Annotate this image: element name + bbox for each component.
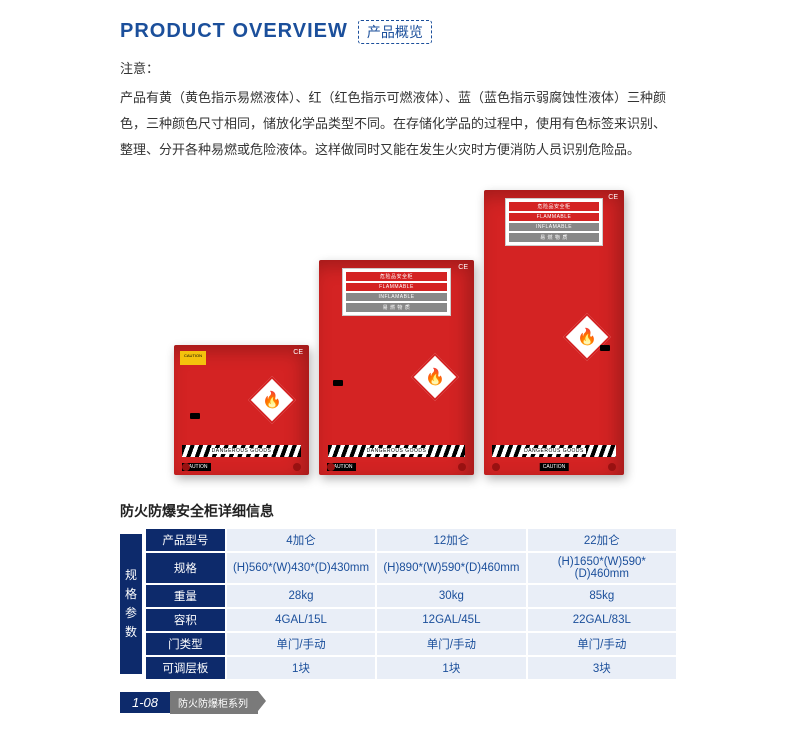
spec-subtitle: 防火防爆安全柜详细信息	[120, 501, 678, 521]
spec-table: 产品型号 4加仑 12加仑 22加仑 规格 (H)560*(W)430*(D)4…	[144, 527, 678, 681]
row-header: 规格	[146, 553, 225, 583]
flammable-diamond-icon: 🔥	[411, 353, 459, 401]
cell: 30kg	[377, 585, 525, 607]
vent-icon	[458, 463, 466, 471]
cell: (H)1650*(W)590*(D)460mm	[528, 553, 676, 583]
table-row: 产品型号 4加仑 12加仑 22加仑	[146, 529, 676, 551]
row-header: 可调层板	[146, 657, 225, 679]
caution-tag-icon: CAUTION	[180, 351, 206, 365]
cabinet-22gal: CE 危险品安全柜 FLAMMABLE INFLAMABLE 易 燃 物 质 🔥…	[484, 190, 624, 475]
cell: 4GAL/15L	[227, 609, 375, 631]
vent-icon	[608, 463, 616, 471]
cell: 12加仑	[377, 529, 525, 551]
flammable-diamond-icon: 🔥	[248, 376, 296, 424]
row-header: 门类型	[146, 633, 225, 655]
cell: (H)890*(W)590*(D)460mm	[377, 553, 525, 583]
notice-label: 注意：	[120, 58, 678, 77]
ce-mark-icon: CE	[293, 349, 303, 356]
dangerous-goods-strip: DANGEROUS GOODS	[328, 445, 464, 457]
cell: 1块	[227, 657, 375, 679]
warning-panel: 危险品安全柜 FLAMMABLE INFLAMABLE 易 燃 物 质	[505, 198, 603, 246]
vent-icon	[327, 463, 335, 471]
cell: 单门/手动	[377, 633, 525, 655]
vent-icon	[492, 463, 500, 471]
flammable-diamond-icon: 🔥	[563, 313, 611, 361]
cell: 85kg	[528, 585, 676, 607]
handle-icon	[600, 345, 610, 351]
handle-icon	[190, 413, 200, 419]
cabinet-12gal: CE 危险品安全柜 FLAMMABLE INFLAMABLE 易 燃 物 质 🔥…	[319, 260, 474, 475]
series-label: 防火防爆柜系列	[170, 691, 258, 714]
dangerous-goods-strip: DANGEROUS GOODS	[492, 445, 615, 457]
table-row: 门类型 单门/手动 单门/手动 单门/手动	[146, 633, 676, 655]
table-row: 可调层板 1块 1块 3块	[146, 657, 676, 679]
cell: 4加仑	[227, 529, 375, 551]
row-header: 产品型号	[146, 529, 225, 551]
product-image: CAUTION CE 🔥 DANGEROUS GOODS CAUTION CE …	[120, 185, 678, 475]
page-number: 1-08	[120, 692, 170, 713]
row-header: 容积	[146, 609, 225, 631]
cell: (H)560*(W)430*(D)430mm	[227, 553, 375, 583]
cell: 单门/手动	[227, 633, 375, 655]
caution-label: CAUTION	[540, 463, 569, 471]
cell: 3块	[528, 657, 676, 679]
row-header: 重量	[146, 585, 225, 607]
cell: 1块	[377, 657, 525, 679]
title-english: PRODUCT OVERVIEW	[120, 20, 348, 43]
table-row: 容积 4GAL/15L 12GAL/45L 22GAL/83L	[146, 609, 676, 631]
cell: 28kg	[227, 585, 375, 607]
cell: 22GAL/83L	[528, 609, 676, 631]
cell: 22加仑	[528, 529, 676, 551]
vent-icon	[293, 463, 301, 471]
cell: 12GAL/45L	[377, 609, 525, 631]
table-row: 规格 (H)560*(W)430*(D)430mm (H)890*(W)590*…	[146, 553, 676, 583]
warning-panel: 危险品安全柜 FLAMMABLE INFLAMABLE 易 燃 物 质	[342, 268, 451, 316]
title-chinese-badge: 产品概览	[358, 20, 432, 44]
dangerous-goods-strip: DANGEROUS GOODS	[182, 445, 301, 457]
vent-icon	[182, 463, 190, 471]
notice-body: 产品有黄（黄色指示易燃液体）、红（红色指示可燃液体）、蓝（蓝色指示弱腐蚀性液体）…	[120, 85, 678, 163]
ce-mark-icon: CE	[458, 264, 468, 271]
cabinet-4gal: CAUTION CE 🔥 DANGEROUS GOODS CAUTION	[174, 345, 309, 475]
spec-sidebar-label: 规 格 参 数	[120, 527, 142, 681]
handle-icon	[333, 380, 343, 386]
ce-mark-icon: CE	[608, 194, 618, 201]
table-row: 重量 28kg 30kg 85kg	[146, 585, 676, 607]
cell: 单门/手动	[528, 633, 676, 655]
